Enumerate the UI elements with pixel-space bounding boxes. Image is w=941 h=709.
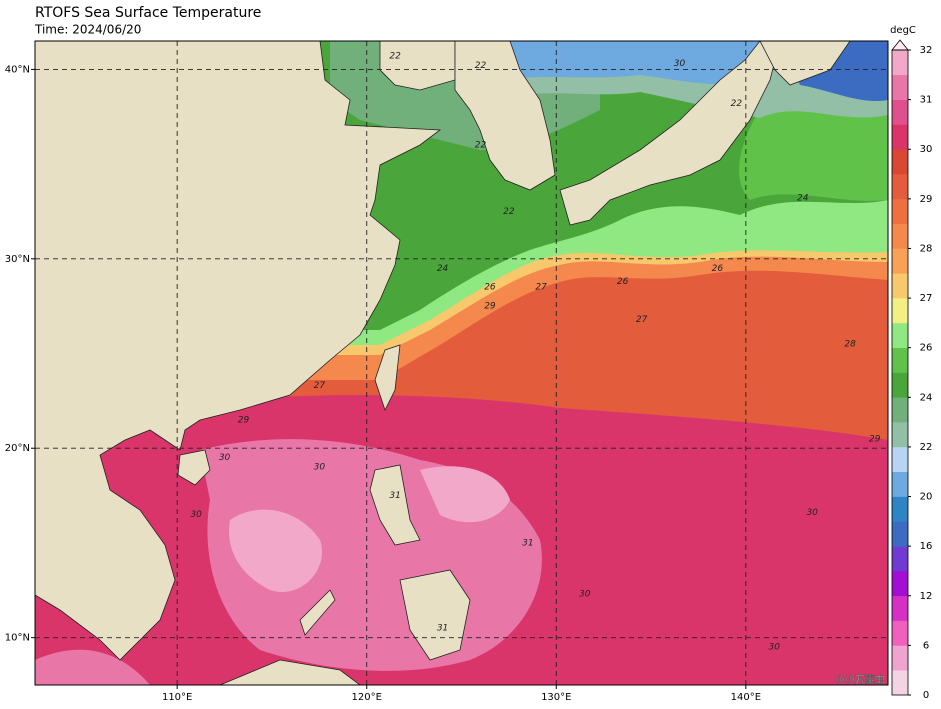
colorbar-band (892, 347, 908, 373)
contour-label: 24 (797, 194, 809, 204)
sst-zone (739, 107, 888, 201)
contour-label: 30 (219, 453, 231, 463)
land (374, 344, 401, 412)
subtitle: Time: 2024/06/20 (34, 23, 141, 37)
colorbar-band (892, 546, 908, 572)
contour-label: 22 (503, 207, 515, 217)
colorbar-band (892, 645, 908, 671)
colorbar-band (892, 298, 908, 324)
colorbar-band (892, 670, 908, 696)
colorbar-tick-label: 31 (920, 95, 933, 106)
contour-label: 31 (389, 491, 400, 501)
contour-label: 30 (579, 590, 591, 600)
contour-label: 30 (806, 508, 818, 518)
contour-label: 26 (484, 283, 496, 293)
overlay: 22 22 30 22 22 22 24 26 27 29 26 26 27 24 28 27 29 30 30 31… (35, 41, 888, 685)
contour-label: 27 (535, 283, 547, 293)
land (299, 589, 336, 636)
contour-label: 31 (437, 624, 448, 634)
colorbar-band (892, 198, 908, 224)
x-tick-label: 140°E (731, 692, 761, 703)
land (35, 41, 442, 661)
colorbar-band (892, 74, 908, 100)
title: RTOFS Sea Surface Temperature (35, 5, 261, 21)
colorbar-band (892, 248, 908, 274)
colorbar-band (892, 521, 908, 547)
contour-label: 29 (869, 434, 881, 444)
colorbar-label: degC (890, 25, 916, 36)
colorbar-band (892, 50, 908, 76)
colorbar-tick-label: 30 (920, 144, 933, 155)
contour-label: 22 (731, 99, 743, 109)
watermark: 小小万能虫 (835, 673, 885, 686)
contour-label: 30 (190, 510, 202, 520)
contour-label: 27 (636, 315, 648, 325)
colorbar-band (892, 620, 908, 646)
sst-field (35, 41, 888, 685)
colorbar-band (892, 149, 908, 175)
y-tick-label: 10°N (5, 633, 30, 644)
map-frame (34, 40, 889, 686)
contour-label: 22 (389, 52, 401, 62)
contour-label: 28 (844, 340, 856, 350)
colorbar-band (892, 471, 908, 497)
colorbar-tick-label: 22 (920, 442, 933, 453)
colorbar-band (892, 422, 908, 448)
colorbar-tick-label: 12 (920, 591, 933, 602)
sst-zone (35, 649, 150, 685)
x-tick-label: 110°E (162, 692, 192, 703)
colorbar-band (892, 322, 908, 348)
colorbar-frame (891, 49, 909, 696)
sst-zone (420, 466, 510, 523)
colorbar-tick-label: 24 (920, 392, 933, 403)
colorbar-band (892, 496, 908, 522)
land (379, 41, 456, 91)
contour-label: 22 (475, 61, 487, 71)
land (219, 659, 361, 685)
contour-label: 26 (712, 264, 724, 274)
colorbar-band (892, 372, 908, 398)
sst-zone (229, 509, 322, 592)
contour-label: 31 (522, 538, 533, 548)
contour-label: 29 (484, 302, 496, 312)
colorbar-band (892, 397, 908, 423)
colorbar-band (892, 595, 908, 621)
colorbar-tick-label: 6 (923, 640, 929, 651)
colorbar-tick-label: 20 (920, 492, 933, 503)
colorbar-band (892, 223, 908, 249)
colorbar-tick-label: 16 (920, 541, 933, 552)
land (759, 41, 851, 86)
sst-zone (510, 41, 760, 85)
land (177, 449, 211, 486)
land (454, 41, 556, 191)
contour-label: 30 (769, 643, 781, 653)
colorbar-tick-label: 27 (920, 293, 933, 304)
colorbar-tick-label: 32 (920, 45, 933, 56)
contour-label: 27 (314, 381, 326, 391)
contour-label: 22 (475, 141, 487, 151)
contour-label: 24 (437, 264, 449, 274)
colorbar-band (892, 124, 908, 150)
y-tick-label: 20°N (5, 443, 30, 454)
contour-label: 30 (674, 59, 686, 69)
contour-label: 26 (617, 277, 629, 287)
colorbar-tick-label: 0 (923, 690, 929, 701)
land (369, 464, 421, 546)
contour-label: 29 (238, 415, 250, 425)
contour-label: 30 (314, 463, 326, 473)
x-tick-label: 120°E (352, 692, 382, 703)
y-tick-label: 40°N (5, 64, 30, 75)
colorbar-band (892, 273, 908, 299)
colorbar-band (892, 174, 908, 200)
colorbar-tick-label: 29 (920, 194, 933, 205)
colorbar-band (892, 99, 908, 125)
y-tick-label: 30°N (5, 254, 30, 265)
colorbar-band (892, 446, 908, 473)
x-tick-label: 130°E (541, 692, 571, 703)
colorbar-extend (891, 39, 909, 51)
colorbar-tick-label: 28 (920, 243, 933, 254)
colorbar-tick-label: 26 (920, 343, 933, 354)
colorbar-band (892, 570, 908, 597)
